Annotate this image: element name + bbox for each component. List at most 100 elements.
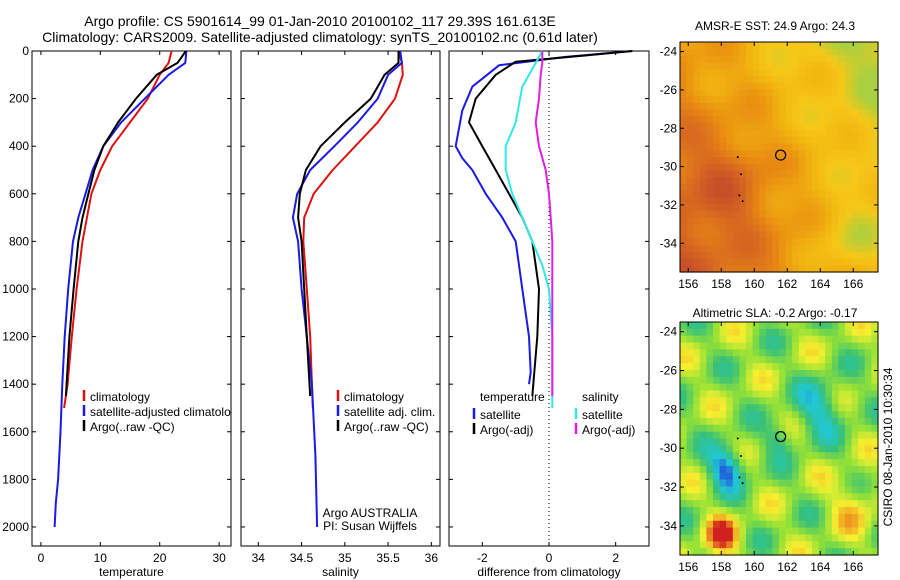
map-cell xyxy=(746,163,754,172)
map-cell xyxy=(706,244,714,253)
map-cell xyxy=(746,513,754,522)
map-cell xyxy=(686,479,694,488)
map-cell xyxy=(726,493,734,501)
map-cell xyxy=(732,486,740,494)
map-cell xyxy=(792,493,800,501)
map-cell xyxy=(765,150,773,158)
map-cell xyxy=(772,369,780,378)
map-cell xyxy=(693,157,701,165)
map-cell xyxy=(785,102,793,111)
map-cell xyxy=(713,109,721,118)
map-cell xyxy=(746,507,754,515)
map-cell xyxy=(845,342,853,351)
x-tick-label: 35 xyxy=(338,551,352,565)
map-cell xyxy=(825,363,833,371)
map-cell xyxy=(726,143,734,151)
map-cell xyxy=(812,197,820,205)
map-cell xyxy=(686,197,694,205)
map-cell xyxy=(864,129,872,138)
map-cell xyxy=(838,404,846,412)
map-cell xyxy=(699,328,707,337)
map-cell xyxy=(798,404,806,412)
map-cell xyxy=(680,479,688,488)
map-cell xyxy=(699,397,707,405)
y-tick-label: -26 xyxy=(660,83,678,97)
map-cell xyxy=(805,177,813,185)
map-cell xyxy=(726,69,734,77)
map-cell xyxy=(871,238,879,246)
map-cell xyxy=(851,424,859,433)
map-cell xyxy=(831,136,839,145)
map-cell xyxy=(838,211,846,219)
map-cell xyxy=(739,136,747,145)
map-cell xyxy=(825,102,833,111)
map-cell xyxy=(858,177,866,185)
map-cell xyxy=(746,452,754,460)
map-cell xyxy=(785,136,793,145)
map-cell xyxy=(732,507,740,515)
map-cell xyxy=(699,231,707,239)
map-cell xyxy=(851,404,859,412)
salinity-profile-panel: 34 34.5 35 35.5 36salinityclimatologysatelli… xyxy=(240,50,441,579)
map-cell xyxy=(680,335,688,344)
map-cell xyxy=(719,102,727,111)
map-cell xyxy=(851,129,859,138)
map-cell xyxy=(838,438,846,446)
map-cell xyxy=(739,465,747,474)
map-cell xyxy=(851,459,859,467)
map-cell xyxy=(693,42,701,50)
map-cell xyxy=(772,136,780,145)
map-cell xyxy=(845,486,853,494)
map-cell xyxy=(739,89,747,97)
map-cell xyxy=(779,465,787,474)
map-cell xyxy=(706,82,714,90)
map-cell xyxy=(686,465,694,474)
map-cell xyxy=(864,431,872,440)
map-cell xyxy=(864,82,872,90)
map-cell xyxy=(825,55,833,63)
map-cell xyxy=(732,328,740,337)
map-cell xyxy=(713,89,721,97)
map-cell xyxy=(693,363,701,371)
map-cell xyxy=(693,349,701,357)
map-cell xyxy=(825,116,833,124)
map-cell xyxy=(779,96,787,104)
map-cell xyxy=(864,217,872,226)
map-cell xyxy=(752,397,760,405)
map-cell xyxy=(805,96,813,104)
map-cell xyxy=(726,369,734,378)
map-cell xyxy=(706,157,714,165)
map-cell xyxy=(693,356,701,364)
map-cell xyxy=(798,75,806,84)
map-cell xyxy=(845,190,853,199)
map-cell xyxy=(864,383,872,392)
map-cell xyxy=(831,424,839,433)
map-cell xyxy=(798,217,806,226)
map-cell xyxy=(713,231,721,239)
map-cell xyxy=(845,527,853,536)
map-cell xyxy=(752,486,760,494)
map-cell xyxy=(805,62,813,70)
map-cell xyxy=(746,527,754,536)
map-cell xyxy=(858,231,866,239)
map-cell xyxy=(739,211,747,219)
map-cell xyxy=(719,211,727,219)
map-cell xyxy=(851,322,859,330)
map-cell xyxy=(759,251,767,260)
map-cell xyxy=(713,493,721,501)
map-cell xyxy=(851,170,859,178)
map-cell xyxy=(699,82,707,90)
map-cell xyxy=(845,397,853,405)
map-cell xyxy=(719,143,727,151)
map-cell xyxy=(765,479,773,488)
map-cell xyxy=(792,109,800,118)
map-cell xyxy=(739,224,747,233)
map-cell xyxy=(838,534,846,542)
map-cell xyxy=(732,82,740,90)
map-cell xyxy=(864,527,872,536)
map-cell xyxy=(812,459,820,467)
map-cell xyxy=(812,431,820,440)
map-cell xyxy=(871,397,879,405)
map-cell xyxy=(825,493,833,501)
map-cell xyxy=(713,177,721,185)
